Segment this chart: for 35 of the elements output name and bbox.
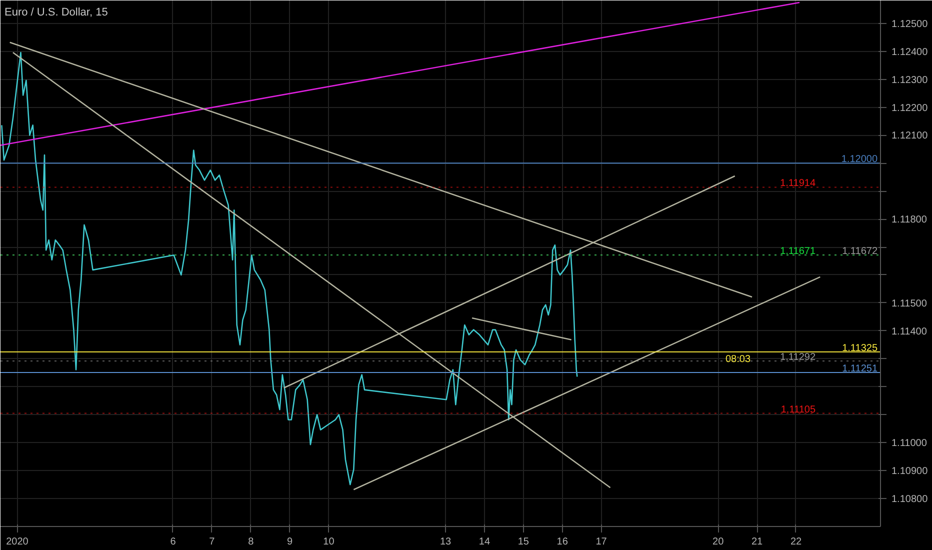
y-tick-label: 1.11800 <box>892 214 928 226</box>
y-tick-label: 1.12500 <box>892 18 928 30</box>
y-tick-label: 1.10800 <box>892 494 928 506</box>
ref-line-label: 1.11292 <box>780 352 816 364</box>
y-tick-label: 1.11000 <box>892 438 928 450</box>
x-tick-label: 8 <box>248 536 254 548</box>
ref-line-label: 1.11105 <box>780 404 816 416</box>
text: Euro / U.S. Dollar, 15 <box>4 6 108 18</box>
ref-line-label: 1.11671 <box>780 246 816 258</box>
x-tick-label: 6 <box>170 536 176 548</box>
ref-line-label: 1.11251 <box>842 364 878 374</box>
x-tick-label: 9 <box>287 536 294 548</box>
x-tick-label: 17 <box>596 536 608 548</box>
ref-line-label: 1.11325 <box>842 342 878 354</box>
x-tick-label: 15 <box>518 536 530 548</box>
y-tick-label: 1.12400 <box>892 46 928 58</box>
y-tick-label: 1.10900 <box>892 466 928 478</box>
y-tick-label: 1.11400 <box>892 326 928 338</box>
y-tick-label: 1.11500 <box>892 298 928 310</box>
x-tick-label: 14 <box>478 536 490 548</box>
annotation: 08:03 <box>725 354 751 365</box>
y-tick-label: 1.12200 <box>892 102 928 114</box>
x-tick-label: 10 <box>323 536 335 548</box>
x-tick-label: 13 <box>440 536 452 548</box>
x-tick-label: 2020 <box>6 536 29 548</box>
x-tick-label: 21 <box>752 536 764 548</box>
y-tick-label: 1.12100 <box>892 130 928 142</box>
x-tick-label: 16 <box>556 536 568 548</box>
x-tick-label: 20 <box>712 536 724 548</box>
ref-line-label: 1.11914 <box>780 178 816 190</box>
ref-line-label: 1.11672 <box>842 246 878 257</box>
x-tick-label: 7 <box>209 536 216 548</box>
ref-line-label: 1.12000 <box>841 154 878 166</box>
y-tick-label: 1.12300 <box>892 74 928 86</box>
x-tick-label: 22 <box>790 536 802 548</box>
